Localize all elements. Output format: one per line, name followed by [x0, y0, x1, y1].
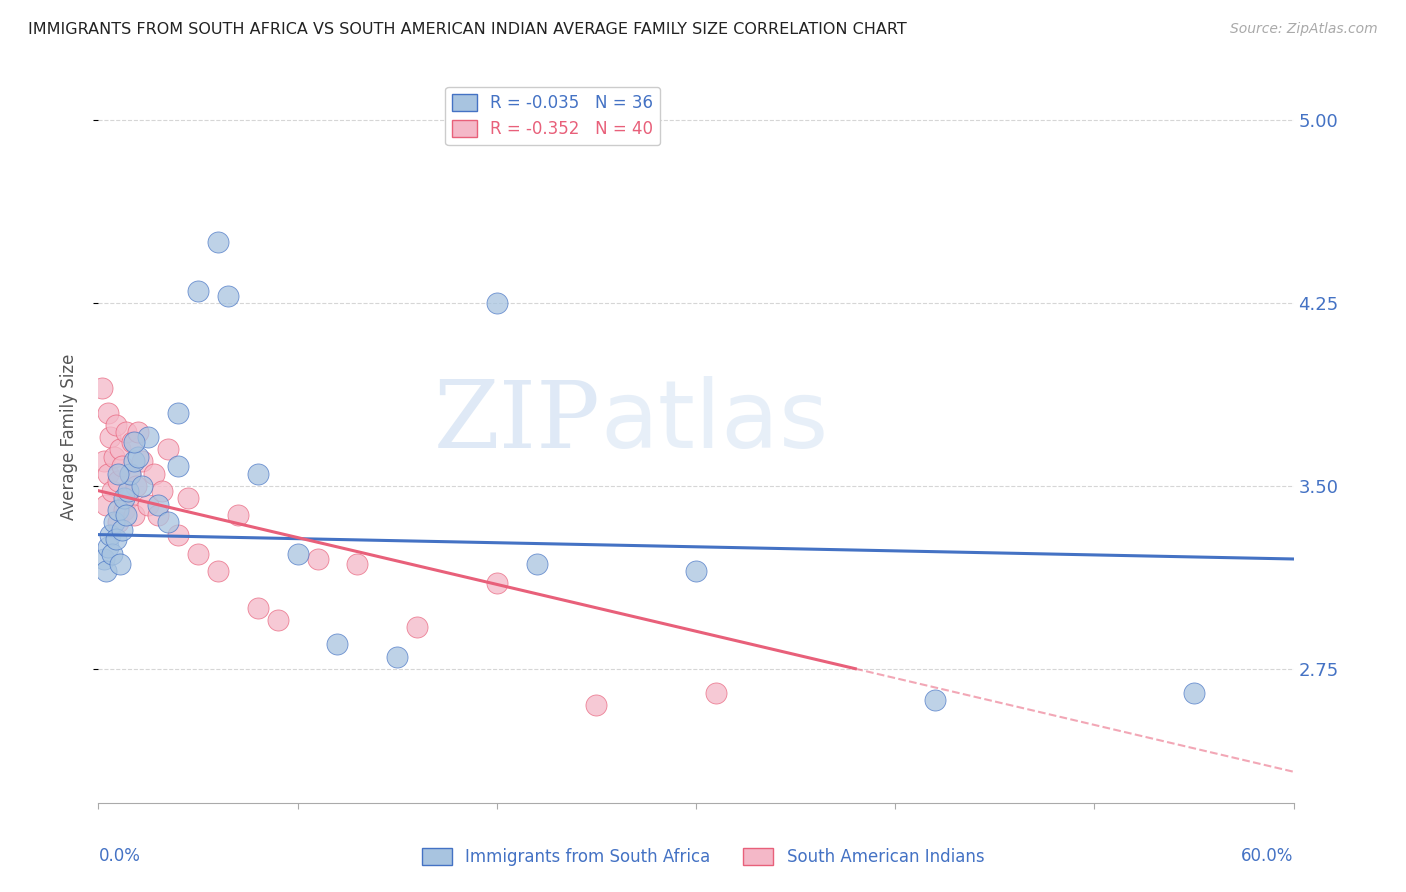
Point	[97, 406, 120, 420]
Point	[148, 499, 170, 513]
Point	[125, 479, 148, 493]
Point	[246, 600, 269, 615]
Point	[121, 434, 143, 449]
Point	[117, 491, 139, 505]
Point	[97, 540, 120, 554]
Point	[148, 508, 170, 522]
Point	[101, 547, 124, 561]
Point	[167, 406, 190, 420]
Point	[485, 576, 508, 591]
Point	[131, 454, 153, 468]
Point	[110, 442, 132, 457]
Point	[167, 459, 190, 474]
Point	[111, 523, 134, 537]
Point	[267, 613, 290, 627]
Point	[117, 483, 139, 498]
Point	[91, 381, 114, 395]
Point	[120, 467, 142, 481]
Point	[585, 698, 607, 713]
Text: 0.0%: 0.0%	[98, 847, 141, 864]
Point	[105, 533, 128, 547]
Y-axis label: Average Family Size: Average Family Size	[59, 354, 77, 520]
Point	[207, 564, 229, 578]
Point	[127, 425, 149, 440]
Point	[287, 547, 309, 561]
Point	[346, 557, 368, 571]
Point	[120, 467, 142, 481]
Point	[167, 527, 190, 541]
Point	[187, 284, 209, 298]
Point	[93, 454, 115, 468]
Point	[97, 467, 120, 481]
Point	[107, 467, 129, 481]
Point	[110, 557, 132, 571]
Point	[107, 516, 129, 530]
Point	[157, 442, 180, 457]
Point	[96, 499, 118, 513]
Point	[111, 459, 134, 474]
Point	[385, 649, 409, 664]
Text: atlas: atlas	[600, 376, 828, 468]
Point	[177, 491, 200, 505]
Point	[100, 430, 122, 444]
Point	[115, 425, 138, 440]
Point	[207, 235, 229, 249]
Point	[217, 288, 239, 302]
Point	[704, 686, 727, 700]
Point	[226, 508, 249, 522]
Point	[1182, 686, 1205, 700]
Point	[485, 296, 508, 310]
Point	[115, 508, 138, 522]
Point	[246, 467, 269, 481]
Point	[124, 508, 146, 522]
Point	[157, 516, 180, 530]
Point	[526, 557, 548, 571]
Legend: Immigrants from South Africa, South American Indians: Immigrants from South Africa, South Amer…	[415, 841, 991, 873]
Point	[187, 547, 209, 561]
Point	[131, 479, 153, 493]
Point	[326, 637, 349, 651]
Point	[103, 516, 125, 530]
Point	[924, 693, 946, 707]
Point	[105, 417, 128, 432]
Point	[124, 434, 146, 449]
Point	[101, 483, 124, 498]
Text: 60.0%: 60.0%	[1241, 847, 1294, 864]
Point	[112, 491, 135, 505]
Point	[107, 474, 129, 488]
Point	[127, 450, 149, 464]
Point	[107, 503, 129, 517]
Point	[150, 483, 173, 498]
Point	[143, 467, 166, 481]
Point	[685, 564, 707, 578]
Point	[100, 527, 122, 541]
Point	[307, 552, 329, 566]
Point	[136, 430, 159, 444]
Point	[406, 620, 429, 634]
Text: IMMIGRANTS FROM SOUTH AFRICA VS SOUTH AMERICAN INDIAN AVERAGE FAMILY SIZE CORREL: IMMIGRANTS FROM SOUTH AFRICA VS SOUTH AM…	[28, 22, 907, 37]
Text: Source: ZipAtlas.com: Source: ZipAtlas.com	[1230, 22, 1378, 37]
Point	[96, 564, 118, 578]
Point	[112, 503, 135, 517]
Point	[103, 450, 125, 464]
Legend: R = -0.035   N = 36, R = -0.352   N = 40: R = -0.035 N = 36, R = -0.352 N = 40	[446, 87, 659, 145]
Point	[93, 552, 115, 566]
Text: ZIP: ZIP	[433, 377, 600, 467]
Point	[136, 499, 159, 513]
Point	[124, 454, 146, 468]
